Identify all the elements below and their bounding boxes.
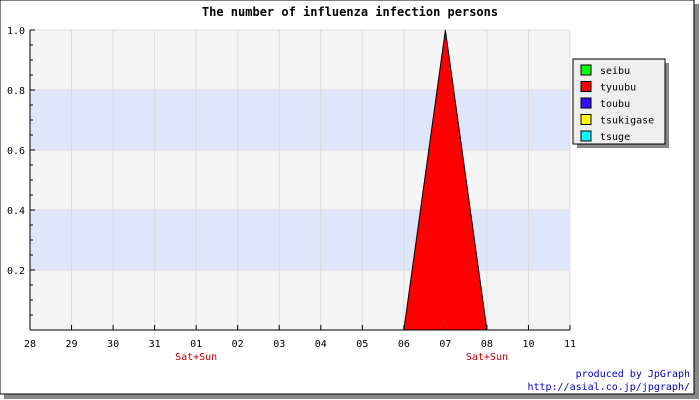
x-tick-label: 06: [398, 339, 410, 350]
legend-swatch-tsuge: [580, 130, 592, 142]
y-tick-label: 0.2: [7, 266, 25, 277]
axes: [29, 29, 571, 331]
y-tick-label: 1.0: [7, 26, 25, 37]
weekend-label: Sat+Sun: [466, 352, 508, 363]
y-tick-labels: 0.2 0.4 0.6 0.8 1.0: [7, 26, 25, 277]
legend-swatch-tyuubu: [580, 81, 592, 92]
legend-label-tyuubu: tyuubu: [600, 83, 636, 94]
x-tick-labels: 28 29 30 31 01 02 03 04 05 06 07 08 10 11: [24, 339, 576, 350]
weekend-labels: Sat+Sun Sat+Sun: [175, 352, 508, 363]
x-tick-label: 02: [232, 339, 244, 350]
band-4: [30, 30, 570, 90]
band-0: [30, 270, 570, 330]
x-tick-label: 29: [66, 339, 78, 350]
legend-label-seibu: seibu: [600, 66, 630, 77]
grid-lines: [30, 29, 571, 330]
weekend-label: Sat+Sun: [175, 352, 217, 363]
band-1: [30, 210, 570, 270]
legend-swatch-seibu: [580, 64, 592, 76]
credit-line-1: produced by JpGraph: [576, 369, 690, 380]
x-tick-label: 10: [522, 339, 534, 350]
x-tick-label: 04: [315, 339, 327, 350]
chart-title: The number of influenza infection person…: [202, 5, 498, 19]
band-2: [30, 150, 570, 210]
legend: seibu tyuubu toubu tsukigase tsuge: [572, 58, 669, 148]
credit-line-2: http://asial.co.jp/jpgraph/: [527, 382, 690, 393]
legend-label-tsukigase: tsukigase: [600, 116, 654, 127]
x-tick-label: 05: [356, 339, 368, 350]
y-tick-label: 0.4: [7, 206, 25, 217]
x-tick-label: 07: [439, 339, 451, 350]
legend-label-toubu: toubu: [600, 99, 630, 110]
x-tick-label: 01: [190, 339, 202, 350]
legend-swatch-tsukigase: [580, 114, 592, 125]
x-tick-label: 11: [564, 339, 576, 350]
x-tick-label: 03: [273, 339, 285, 350]
x-tick-label: 08: [481, 339, 493, 350]
x-tick-label: 28: [24, 339, 36, 350]
plot-background: [30, 30, 570, 330]
y-tick-label: 0.8: [7, 86, 25, 97]
x-tick-label: 31: [149, 339, 161, 350]
x-tick-label: 30: [107, 339, 119, 350]
y-tick-label: 0.6: [7, 146, 25, 157]
legend-swatch-toubu: [580, 97, 592, 109]
band-3: [30, 90, 570, 150]
legend-label-tsuge: tsuge: [600, 132, 630, 143]
